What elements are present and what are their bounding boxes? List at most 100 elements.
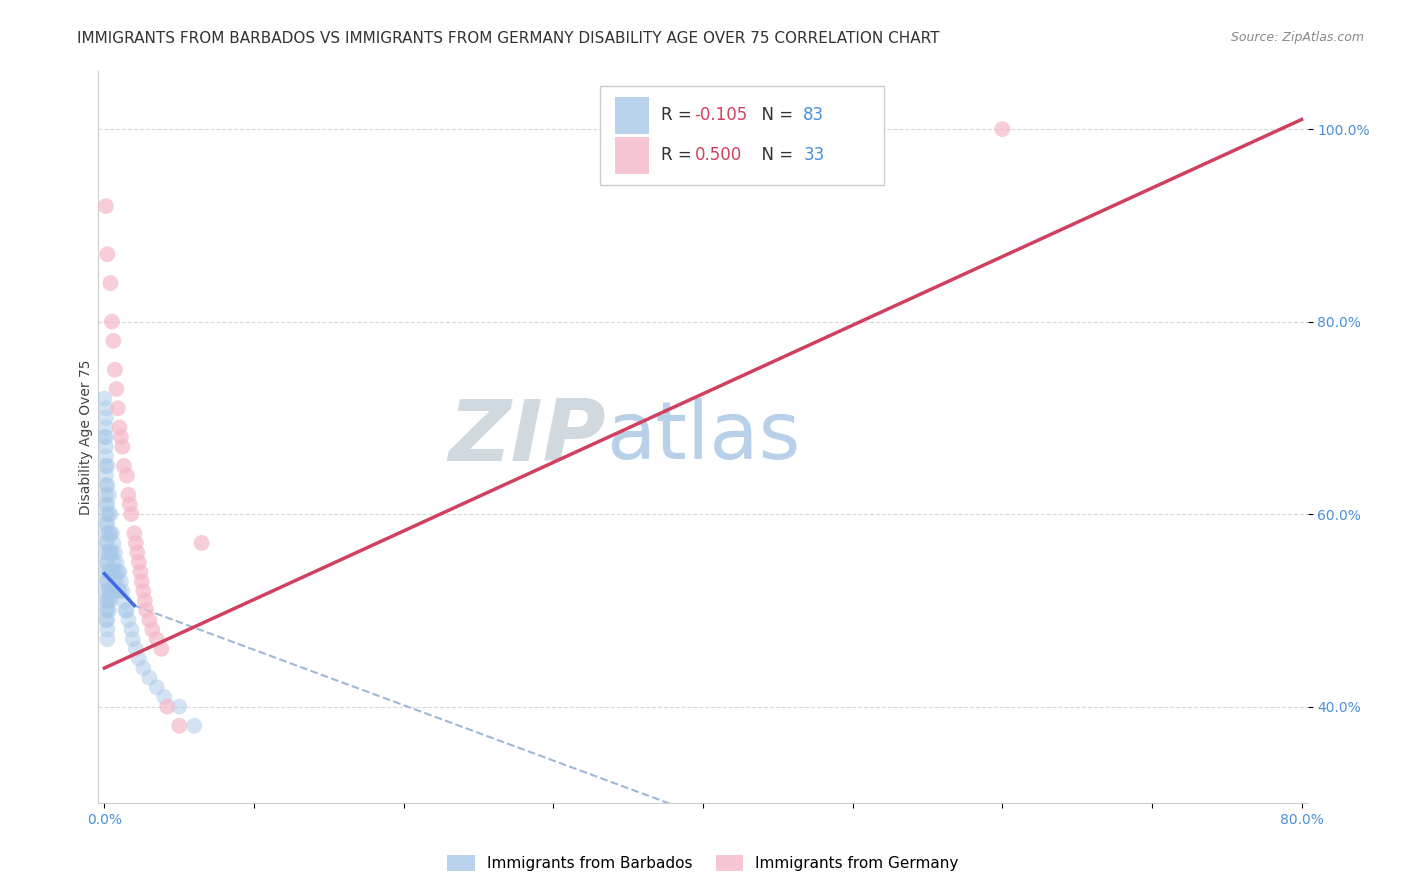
- Point: [103, 555, 125, 569]
- Point: [94, 545, 117, 559]
- Point: [97, 545, 120, 559]
- Point: [96, 632, 118, 647]
- Point: [105, 574, 128, 589]
- Point: [94, 488, 117, 502]
- Point: [94, 478, 117, 492]
- Point: [101, 545, 124, 559]
- Point: [108, 420, 131, 434]
- Point: [94, 555, 117, 569]
- Point: [96, 555, 118, 569]
- Text: -0.105: -0.105: [695, 106, 748, 124]
- Point: [103, 574, 125, 589]
- Point: [117, 488, 139, 502]
- FancyBboxPatch shape: [614, 97, 648, 134]
- Point: [93, 392, 115, 406]
- Point: [103, 536, 125, 550]
- Point: [112, 458, 135, 473]
- Point: [100, 526, 122, 541]
- Point: [94, 450, 117, 464]
- Point: [120, 507, 142, 521]
- Text: N =: N =: [751, 106, 799, 124]
- Point: [97, 593, 120, 607]
- Point: [121, 632, 143, 647]
- Point: [104, 362, 127, 376]
- Point: [132, 584, 155, 599]
- Point: [135, 603, 157, 617]
- Point: [103, 334, 125, 348]
- Point: [146, 681, 169, 695]
- Point: [94, 440, 117, 454]
- Point: [97, 584, 120, 599]
- Point: [94, 526, 117, 541]
- Text: atlas: atlas: [606, 398, 800, 476]
- Point: [97, 603, 120, 617]
- Point: [132, 661, 155, 675]
- Point: [110, 430, 132, 444]
- Point: [100, 584, 122, 599]
- Point: [101, 315, 124, 329]
- Point: [104, 545, 127, 559]
- Point: [94, 430, 117, 444]
- Point: [107, 401, 129, 416]
- Point: [94, 603, 117, 617]
- Text: IMMIGRANTS FROM BARBADOS VS IMMIGRANTS FROM GERMANY DISABILITY AGE OVER 75 CORRE: IMMIGRANTS FROM BARBADOS VS IMMIGRANTS F…: [77, 31, 939, 46]
- Point: [111, 440, 134, 454]
- Point: [94, 410, 117, 425]
- FancyBboxPatch shape: [600, 86, 884, 185]
- Point: [96, 593, 118, 607]
- Point: [104, 565, 127, 579]
- Point: [94, 420, 117, 434]
- Point: [117, 613, 139, 627]
- Point: [118, 498, 141, 512]
- Point: [112, 593, 135, 607]
- Point: [96, 498, 118, 512]
- Point: [97, 526, 120, 541]
- Point: [183, 719, 205, 733]
- Point: [115, 468, 138, 483]
- Text: 33: 33: [803, 146, 824, 164]
- Point: [96, 516, 118, 531]
- Point: [100, 593, 122, 607]
- Point: [104, 584, 127, 599]
- Point: [100, 545, 122, 559]
- Point: [96, 247, 118, 261]
- Point: [128, 555, 150, 569]
- Point: [96, 458, 118, 473]
- FancyBboxPatch shape: [614, 137, 648, 174]
- Point: [128, 651, 150, 665]
- Point: [100, 276, 122, 290]
- Point: [94, 507, 117, 521]
- Point: [107, 565, 129, 579]
- Point: [94, 458, 117, 473]
- Point: [97, 565, 120, 579]
- Text: ZIP: ZIP: [449, 395, 606, 479]
- Point: [134, 593, 156, 607]
- Point: [125, 641, 148, 656]
- Text: R =: R =: [661, 106, 697, 124]
- Point: [94, 593, 117, 607]
- Point: [100, 507, 122, 521]
- Point: [97, 488, 120, 502]
- Point: [114, 603, 136, 617]
- Legend: Immigrants from Barbados, Immigrants from Germany: Immigrants from Barbados, Immigrants fro…: [441, 849, 965, 877]
- Point: [94, 468, 117, 483]
- Point: [991, 122, 1014, 136]
- Point: [127, 545, 149, 559]
- Point: [167, 719, 190, 733]
- Point: [96, 623, 118, 637]
- Point: [96, 613, 118, 627]
- Point: [96, 574, 118, 589]
- Point: [96, 536, 118, 550]
- Point: [167, 699, 190, 714]
- Point: [108, 584, 131, 599]
- Point: [94, 536, 117, 550]
- Point: [96, 478, 118, 492]
- Point: [107, 584, 129, 599]
- Point: [96, 603, 118, 617]
- Point: [138, 613, 160, 627]
- Point: [100, 565, 122, 579]
- Point: [125, 536, 148, 550]
- Point: [97, 507, 120, 521]
- Point: [150, 641, 173, 656]
- Point: [94, 613, 117, 627]
